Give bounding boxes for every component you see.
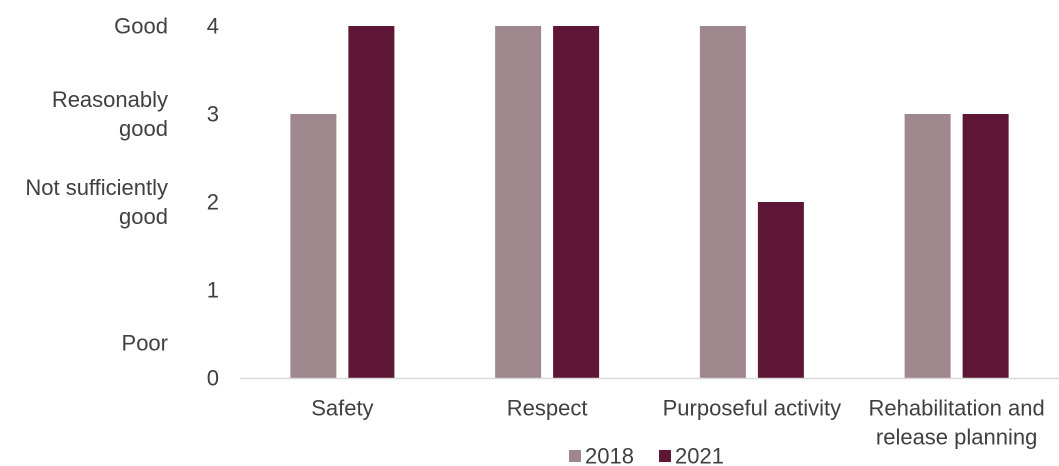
rating-label: good [119,204,168,229]
legend-swatch-2018 [569,450,581,462]
bar-2021-rehabilitation-and-release-planning [962,114,1009,378]
bar-2021-safety [348,26,395,378]
bar-2018-respect [495,26,542,378]
y-tick-label: 4 [207,14,219,39]
bars [290,26,1009,378]
rating-label: Not sufficiently [25,175,168,200]
y-tick-label: 2 [207,190,219,215]
x-tick-label: Safety [311,396,373,421]
rating-label: Good [114,14,168,39]
legend-swatch-2021 [659,450,671,462]
legend: 2018 2021 [569,444,724,466]
x-tick-label: Respect [507,396,588,421]
x-tick-label: Purposeful activity [663,396,842,421]
x-axis-labels: Safety Respect Purposeful activity Rehabili… [311,396,1045,450]
rating-label: Reasonably [52,87,168,112]
y-tick-label: 1 [207,278,219,303]
legend-label-2021: 2021 [675,444,724,466]
bar-2021-purposeful-activity [757,202,804,378]
y-tick-label: 3 [207,102,219,127]
rating-label: Poor [122,330,168,355]
legend-label-2018: 2018 [585,444,634,466]
bar-2021-respect [553,26,600,378]
rating-label: good [119,116,168,141]
bar-2018-safety [290,114,337,378]
x-tick-label: release planning [876,425,1037,450]
y-tick-label: 0 [207,366,219,391]
y-axis-ticks: 0 1 2 3 4 [207,14,219,391]
bar-2018-purposeful-activity [699,26,746,378]
x-tick-label: Rehabilitation and [869,396,1045,421]
bar-2018-rehabilitation-and-release-planning [904,114,951,378]
rating-labels: Good Reasonably good Not sufficiently good Po… [25,14,168,356]
